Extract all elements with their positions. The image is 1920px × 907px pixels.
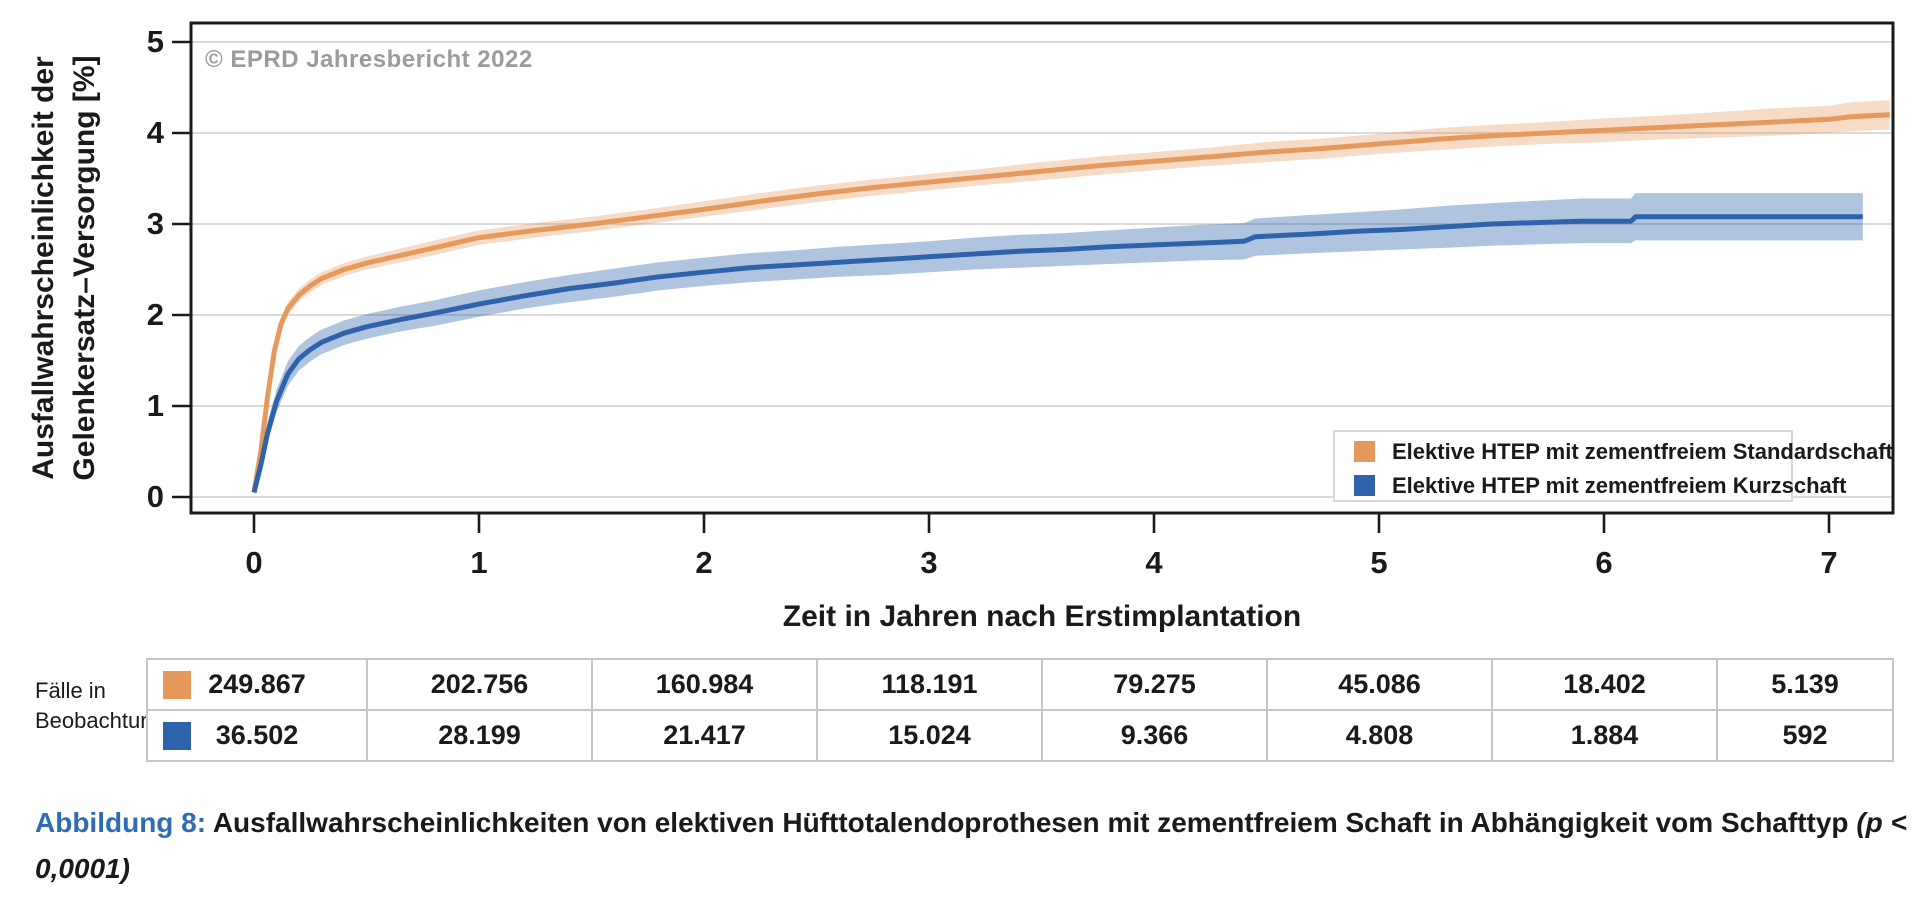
- risk-table-cell: 5.139: [1718, 660, 1892, 709]
- gridlines: [192, 41, 1892, 498]
- risk-table-label-line2: Beobachtung: [35, 708, 165, 733]
- x-tick-label-2: 2: [695, 545, 713, 580]
- risk-table-cell: 18.402: [1493, 660, 1718, 709]
- legend-label: Elektive HTEP mit zementfreiem Standards…: [1392, 438, 1893, 464]
- x-tick-label-1: 1: [470, 545, 488, 580]
- risk-value: 5.139: [1771, 669, 1839, 699]
- caption-text: Ausfallwahrscheinlichkeiten von elektive…: [206, 807, 1857, 838]
- risk-value: 592: [1782, 720, 1828, 750]
- risk-table-cell: 4.808: [1268, 711, 1493, 760]
- y-tick-label-4: 4: [146, 115, 164, 150]
- risk-value: 45.086: [1338, 669, 1421, 699]
- risk-value: 118.191: [881, 669, 978, 699]
- risk-table-cell: 21.417: [593, 711, 818, 760]
- risk-value: 249.867: [208, 669, 306, 699]
- risk-value: 28.199: [438, 720, 521, 750]
- risk-table-row-standardschaft: 249.867 202.756 160.984 118.191 79.275 45.086…: [148, 660, 1892, 711]
- risk-value: 9.366: [1120, 720, 1189, 750]
- x-tick-label-5: 5: [1370, 545, 1388, 580]
- x-axis-title: Zeit in Jahren nach Erstimplantation: [782, 600, 1302, 633]
- numbers-at-risk-table: 249.867 202.756 160.984 118.191 79.275 45.086…: [146, 658, 1894, 762]
- risk-value: 79.275: [1113, 669, 1196, 699]
- caption-label: Abbildung 8:: [35, 807, 207, 838]
- risk-table-cell: 118.191: [818, 660, 1043, 709]
- risk-table-cell: 79.275: [1043, 660, 1268, 709]
- risk-table-cell: 45.086: [1268, 660, 1493, 709]
- legend-label: Elektive HTEP mit zementfreiem Kurzschaf…: [1392, 472, 1847, 498]
- risk-table-cell: 160.984: [593, 660, 818, 709]
- ci-band-kurzschaft: [254, 193, 1863, 496]
- x-tick-label-7: 7: [1820, 545, 1838, 580]
- figure-caption: Abbildung 8: Ausfallwahrscheinlichkeiten…: [35, 800, 1907, 892]
- legend-swatch: [1354, 475, 1375, 496]
- chart-legend: Elektive HTEP mit zementfreiem Standards…: [1333, 430, 1893, 502]
- risk-row-swatch: [163, 721, 191, 750]
- risk-table-cell: 28.199: [368, 711, 593, 760]
- x-tick-label-3: 3: [920, 545, 938, 580]
- x-tick-label-4: 4: [1145, 545, 1163, 580]
- legend-item-kurzschaft: Elektive HTEP mit zementfreiem Kurzschaf…: [1335, 470, 1846, 501]
- survival-curves: [251, 112, 1890, 494]
- y-tick-label-0: 0: [146, 479, 164, 514]
- risk-value: 36.502: [215, 720, 299, 750]
- risk-table-label: Fälle in Beobachtung: [35, 676, 165, 736]
- axis-ticks: [172, 40, 1831, 533]
- legend-item-standardschaft: Elektive HTEP mit zementfreiem Standards…: [1335, 436, 1893, 467]
- y-tick-label-1: 1: [146, 388, 164, 423]
- risk-table-cell: 202.756: [368, 660, 593, 709]
- risk-value: 4.808: [1345, 720, 1414, 750]
- y-axis-title-line2: Gelenkersatz–Versorgung [%]: [68, 55, 101, 481]
- risk-table-label-line1: Fälle in: [35, 678, 106, 703]
- y-axis-title-line1: Ausfallwahrscheinlichkeit der: [27, 56, 60, 480]
- y-tick-label-5: 5: [146, 24, 164, 59]
- x-tick-label-6: 6: [1595, 545, 1613, 580]
- legend-swatch: [1354, 441, 1375, 462]
- x-tick-label-0: 0: [245, 545, 263, 580]
- risk-table-cell: 592: [1718, 711, 1892, 760]
- risk-value: 160.984: [655, 669, 754, 699]
- survival-curve-chart: [172, 21, 1895, 533]
- risk-table-cell: 36.502: [148, 711, 368, 760]
- y-tick-label-3: 3: [146, 206, 164, 241]
- risk-value: 21.417: [663, 720, 746, 750]
- risk-table-cell: 1.884: [1493, 711, 1718, 760]
- confidence-bands: [254, 100, 1890, 496]
- risk-value: 202.756: [430, 669, 529, 699]
- risk-row-swatch: [163, 670, 191, 699]
- caption-pvalue: (p < 0,0001): [35, 807, 1907, 884]
- risk-table-cell: 249.867: [148, 660, 368, 709]
- curve-standardschaft: [251, 112, 1890, 493]
- curve-kurzschaft: [251, 214, 1863, 494]
- risk-table-cell: 9.366: [1043, 711, 1268, 760]
- risk-value: 1.884: [1570, 720, 1639, 750]
- risk-value: 18.402: [1563, 669, 1646, 699]
- y-tick-label-2: 2: [146, 297, 164, 332]
- risk-table-row-kurzschaft: 36.502 28.199 21.417 15.024 9.366 4.808 1.884 5…: [148, 711, 1892, 760]
- plot-frame: [189, 21, 1895, 515]
- risk-table-cell: 15.024: [818, 711, 1043, 760]
- y-axis-title: Ausfallwahrscheinlichkeit der Gelenkersa…: [23, 0, 105, 568]
- watermark-text: © EPRD Jahresbericht 2022: [205, 46, 533, 73]
- risk-value: 15.024: [888, 720, 971, 750]
